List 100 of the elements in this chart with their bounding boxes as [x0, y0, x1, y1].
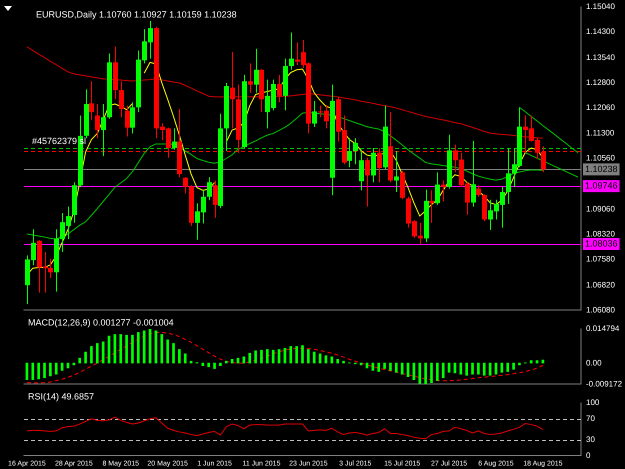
bar [266, 349, 269, 364]
bar [318, 354, 322, 364]
candlestick [119, 80, 124, 118]
bar [278, 349, 280, 364]
bar [342, 360, 345, 364]
y-tick-label: 1.06080 [586, 305, 616, 314]
bar [512, 362, 515, 370]
bar [383, 362, 386, 369]
bar [412, 362, 416, 380]
bar [312, 352, 316, 364]
candlestick [441, 180, 446, 202]
bar [84, 352, 87, 364]
bar [96, 343, 99, 364]
bar [372, 362, 374, 371]
bar [530, 360, 532, 364]
candlestick [125, 105, 130, 137]
y-tick-label: 1.12800 [586, 78, 616, 87]
bar [49, 362, 52, 376]
bar [190, 360, 192, 364]
candlestick [435, 172, 440, 206]
candlestick [277, 74, 282, 103]
bar [389, 362, 392, 371]
bar [166, 339, 169, 364]
bar [137, 332, 140, 364]
y-tick-label: 30 [586, 435, 596, 444]
candlestick [353, 138, 358, 165]
bar [465, 362, 468, 376]
bar [172, 343, 175, 364]
candlestick [471, 140, 476, 208]
y-tick-label: 1.08320 [586, 230, 616, 239]
bar [60, 362, 64, 371]
bar [430, 362, 433, 383]
bar [207, 362, 210, 368]
bar [66, 362, 70, 368]
y-tick-label: 1.15040 [586, 2, 616, 12]
bar [31, 362, 34, 380]
bar [108, 336, 110, 364]
candlestick [230, 51, 235, 129]
y-tick-label: 100 [586, 398, 600, 408]
bar [72, 362, 76, 366]
bar [284, 348, 286, 364]
y-tick-label: 1.12060 [586, 102, 616, 112]
bar [230, 359, 234, 364]
bar [289, 346, 292, 364]
bar [295, 346, 298, 364]
bar [301, 345, 304, 364]
y-tick-label: 1.09060 [586, 204, 616, 214]
bar [518, 362, 521, 366]
bar [330, 356, 334, 364]
bar [459, 362, 462, 374]
bar [324, 355, 328, 364]
ref-line-label: 1.10238 [585, 164, 618, 174]
candlestick [254, 48, 259, 94]
y-tick-label: 1.07580 [586, 254, 616, 264]
bar [154, 330, 158, 364]
chart-title: MACD(12,26,9) 0.001277 -0.001004 [28, 317, 174, 328]
bar [236, 358, 240, 364]
candlestick [347, 138, 352, 168]
bar [242, 356, 246, 364]
bar [213, 362, 216, 369]
bar [424, 362, 427, 384]
bar [90, 346, 93, 364]
bar [54, 362, 58, 374]
y-tick-label: 1.10560 [586, 154, 616, 163]
bar [184, 354, 187, 364]
bar [219, 362, 222, 366]
bar [542, 360, 544, 364]
bar [366, 362, 368, 368]
y-tick-label: 1.14300 [586, 27, 616, 36]
ref-line-label: 1.09746 [585, 180, 618, 191]
candlestick [207, 176, 212, 201]
y-tick-label: 70 [586, 414, 596, 423]
bar [307, 349, 310, 364]
bar [418, 362, 422, 384]
bar [201, 362, 204, 366]
bar [477, 362, 480, 374]
candlestick [506, 148, 511, 204]
bar [102, 342, 104, 364]
y-tick-label: 0.014794 [586, 324, 620, 334]
bar [224, 360, 228, 364]
bar [454, 362, 456, 374]
bar [336, 359, 340, 364]
bar [442, 362, 445, 378]
bar [400, 362, 404, 374]
candlestick [95, 103, 100, 139]
bar [506, 362, 510, 372]
candlestick [476, 184, 481, 198]
candlestick [48, 258, 53, 279]
bar [406, 362, 410, 377]
y-tick-label: -0.009172 [586, 379, 623, 388]
candlestick [365, 157, 370, 208]
y-tick-label: 1.06820 [586, 280, 616, 290]
bar [142, 330, 146, 364]
candlestick [359, 149, 364, 191]
candlestick [394, 150, 399, 193]
bar [394, 362, 398, 373]
bar [160, 334, 164, 364]
bar [131, 334, 134, 364]
bar [436, 362, 439, 381]
bar [448, 362, 450, 373]
